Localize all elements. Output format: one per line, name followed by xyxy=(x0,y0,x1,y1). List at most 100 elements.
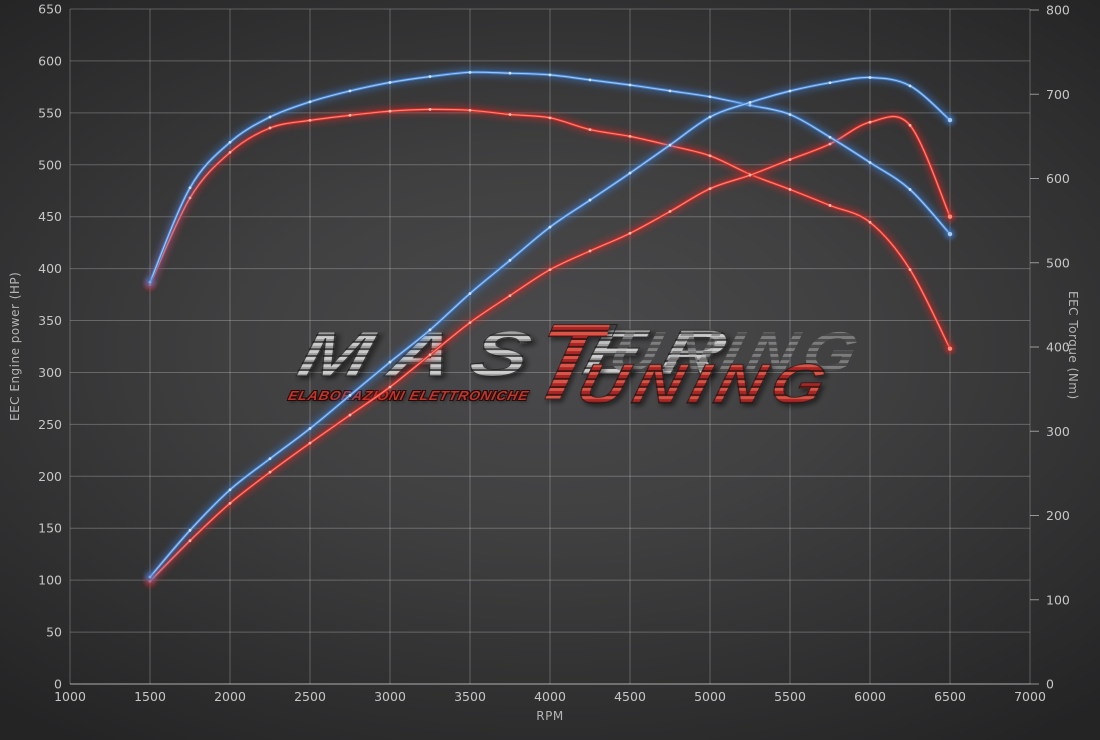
data-point-marker xyxy=(668,89,672,93)
data-point-marker xyxy=(268,457,272,461)
y-right-tick-label: 600 xyxy=(1046,171,1070,186)
y-left-tick-label: 200 xyxy=(38,469,62,484)
curve-endpoint xyxy=(947,214,953,219)
data-point-marker xyxy=(708,115,712,119)
data-point-marker xyxy=(908,84,912,88)
data-point-marker xyxy=(188,539,192,543)
y-right-tick-label: 800 xyxy=(1046,3,1070,18)
data-point-marker xyxy=(668,143,672,147)
data-point-marker xyxy=(788,113,792,116)
x-tick-label: 3500 xyxy=(454,689,486,704)
data-point-marker xyxy=(428,108,432,111)
x-tick-label: 3000 xyxy=(374,689,406,704)
y-right-tick-label: 400 xyxy=(1046,340,1070,355)
data-point-marker xyxy=(908,123,912,127)
x-tick-label: 6500 xyxy=(934,689,966,704)
x-tick-label: 5000 xyxy=(694,689,726,704)
data-point-marker xyxy=(308,118,312,122)
x-tick-label: 5500 xyxy=(774,689,806,704)
data-point-marker xyxy=(908,268,912,271)
curve-core xyxy=(149,116,951,582)
y-left-tick-label: 400 xyxy=(38,261,62,276)
data-point-marker xyxy=(868,220,872,224)
data-point-marker xyxy=(588,198,592,202)
y-right-tick-label: 300 xyxy=(1046,424,1070,439)
data-point-marker xyxy=(628,134,632,138)
y-left-tick-label: 450 xyxy=(38,209,62,224)
data-point-marker xyxy=(188,528,192,532)
data-point-marker xyxy=(428,75,432,78)
curve-torque-original-red xyxy=(145,105,955,354)
data-point-marker xyxy=(868,120,872,124)
y-left-tick-label: 650 xyxy=(38,2,62,17)
curve-power-tuned-blue xyxy=(145,73,955,583)
data-point-marker xyxy=(588,78,592,82)
curve-startpoint-glow xyxy=(145,277,155,288)
data-point-marker xyxy=(868,161,872,164)
data-point-marker xyxy=(828,135,832,139)
data-point-marker xyxy=(388,385,392,389)
data-point-marker xyxy=(908,188,912,191)
data-point-marker xyxy=(508,113,512,116)
data-point-marker xyxy=(628,231,632,235)
data-point-marker xyxy=(748,173,752,177)
curve-line xyxy=(148,70,952,284)
data-point-marker xyxy=(828,142,832,146)
data-point-marker xyxy=(388,360,392,364)
data-point-marker xyxy=(468,292,472,295)
curve-core xyxy=(149,76,951,578)
data-point-marker xyxy=(348,393,352,397)
data-point-marker xyxy=(588,249,592,253)
data-point-marker xyxy=(868,76,872,79)
curve-endpoint xyxy=(947,346,953,351)
curve-line xyxy=(148,75,952,579)
data-point-marker xyxy=(508,294,512,298)
data-point-marker xyxy=(188,186,192,190)
curve-power-original-red xyxy=(145,112,955,587)
x-tick-label: 4000 xyxy=(534,689,566,704)
x-tick-label: 2500 xyxy=(294,689,326,704)
data-point-marker xyxy=(308,100,312,104)
data-point-marker xyxy=(548,225,552,229)
curve-startpoint-glow xyxy=(145,572,155,583)
curve-glow xyxy=(146,112,954,586)
y-left-tick-label: 350 xyxy=(38,313,62,328)
x-tick-label: 6000 xyxy=(854,689,886,704)
y-left-tick-label: 0 xyxy=(54,677,62,692)
y-left-tick-label: 250 xyxy=(38,417,62,432)
curve-endpoint xyxy=(947,231,953,237)
data-point-marker xyxy=(468,108,472,112)
y-right-tick-label: 500 xyxy=(1046,255,1070,270)
y-right-tick-label: 100 xyxy=(1046,592,1070,607)
curve-core xyxy=(149,71,951,283)
data-point-marker xyxy=(348,413,352,417)
data-point-marker xyxy=(668,210,672,213)
data-point-marker xyxy=(748,101,752,104)
y-left-tick-label: 550 xyxy=(38,105,62,120)
y-left-tick-label: 500 xyxy=(38,157,62,172)
y-left-tick-label: 600 xyxy=(38,53,62,68)
curve-glow xyxy=(146,73,954,581)
data-point-marker xyxy=(268,470,272,474)
y-left-tick-label: 300 xyxy=(38,365,62,380)
data-point-marker xyxy=(308,441,312,445)
y-left-tick-label: 100 xyxy=(38,573,62,588)
x-tick-label: 1000 xyxy=(54,689,86,704)
data-point-marker xyxy=(468,321,472,325)
data-point-marker xyxy=(228,488,232,492)
x-tick-label: 4500 xyxy=(614,689,646,704)
data-point-marker xyxy=(548,116,552,120)
curve-glow xyxy=(146,68,954,287)
data-point-marker xyxy=(308,427,312,430)
data-point-marker xyxy=(508,71,512,75)
data-point-marker xyxy=(708,187,712,191)
data-point-marker xyxy=(228,501,232,505)
curve-endpoint xyxy=(947,117,953,123)
data-point-marker xyxy=(468,70,472,74)
x-tick-label: 1500 xyxy=(134,689,166,704)
data-point-marker xyxy=(388,109,392,113)
data-point-marker xyxy=(388,81,392,84)
